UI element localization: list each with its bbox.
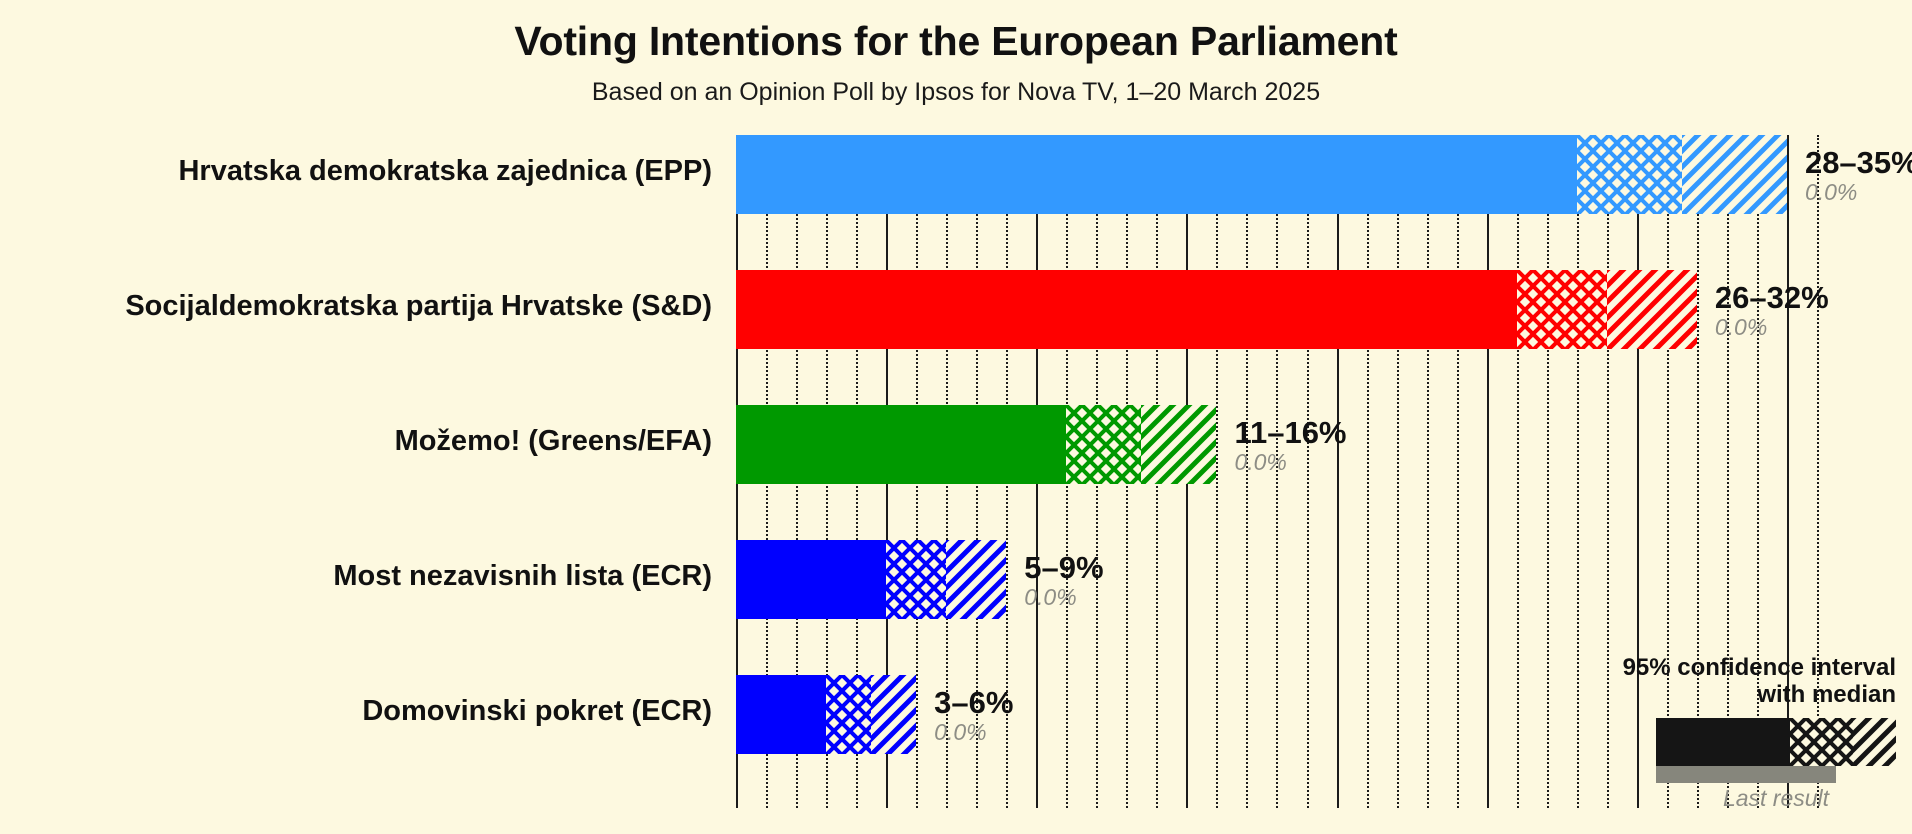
confidence-interval-text: 5–9% [1024,549,1104,585]
last-result-text: 0.0% [1804,178,1858,205]
legend-diagonal-segment [1852,718,1896,766]
legend-sample-bar [1656,718,1896,766]
gridline-minor [1666,135,1669,808]
confidence-interval-bar [736,675,917,754]
value-label-group: 5–9% 0.0% [1024,552,1103,612]
chart-row: Most nezavisnih lista (ECR) 5–9% 0.0% [333,540,1832,619]
crosshatch-segment [1066,405,1142,484]
gridline-minor [1306,135,1309,808]
plot-area: Hrvatska demokratska zajednica (EPP) 28–3… [125,135,1912,808]
legend-title-line1: 95% confidence interval [1622,653,1896,681]
last-result-text: 0.0% [1234,448,1287,475]
gridline-minor [1276,135,1279,808]
chart-row: Možemo! (Greens/EFA) 11–16% 0.0% [395,405,1832,484]
party-label: Hrvatska demokratska zajednica (EPP) [178,154,712,187]
chart-subtitle: Based on an Opinion Poll by Ipsos for No… [591,78,1321,106]
value-label-group: 26–32% 0.0% [1715,282,1829,342]
crosshatch-segment [886,540,947,619]
diagonal-hatch-segment [871,675,917,754]
gridline-minor [1426,135,1429,808]
confidence-interval-text: 26–32% [1714,279,1829,315]
confidence-interval-text: 11–16% [1234,414,1347,450]
gridline-minor [1576,135,1579,808]
crosshatch-segment [1576,135,1682,214]
gridline-minor [1726,135,1729,808]
diagonal-hatch-segment [946,540,1007,619]
gridline-minor [1516,135,1519,808]
crosshatch-segment [826,675,872,754]
crosshatch-segment [1516,270,1607,349]
gridline-minor [1396,135,1399,808]
diagonal-hatch-segment [1141,405,1217,484]
legend-title: 95% confidence interval with median [1596,654,1896,708]
gridline-minor [1696,135,1699,808]
diagonal-hatch-segment [1606,270,1697,349]
gridline-minor [1456,135,1459,808]
value-label-group: 28–35% 0.0% [1805,147,1912,207]
confidence-interval-bar [736,135,1787,214]
gridline-minor [1756,135,1759,808]
party-label: Most nezavisnih lista (ECR) [333,559,712,592]
last-result-text: 0.0% [934,718,987,745]
value-label-group: 3–6% 0.0% [934,687,1013,747]
gridline-major [1636,135,1639,808]
party-label: Možemo! (Greens/EFA) [394,424,712,457]
chart-row: Hrvatska demokratska zajednica (EPP) 28–3… [178,135,1912,214]
legend-crosshatch-segment [1790,718,1853,766]
gridline-major [1486,135,1489,808]
chart-row: Socijaldemokratska partija Hrvatske (S&D… [125,270,1832,349]
confidence-interval-text: 3–6% [934,684,1014,720]
gridline-major [1336,135,1339,808]
confidence-interval-bar [736,270,1697,349]
legend-title-line2: with median [1757,680,1896,708]
gridline-major [1786,135,1789,808]
last-result-text: 0.0% [1024,583,1077,610]
legend-last-result-bar [1656,766,1836,783]
last-result-text: 0.0% [1714,313,1768,340]
legend-last-result-label: Last result [1722,785,1830,811]
confidence-interval-bar [736,540,1007,619]
gridline-minor [1216,135,1219,808]
confidence-interval-text: 28–35% [1804,144,1912,180]
gridline-minor [1606,135,1609,808]
diagonal-hatch-segment [1681,135,1787,214]
gridline-minor [1246,135,1249,808]
chart-row: Domovinski pokret (ECR) 3–6% 0.0% [362,675,1832,754]
gridline-minor [1546,135,1549,808]
page-title: Voting Intentions for the European Parli… [514,18,1398,64]
confidence-interval-bar [736,405,1217,484]
party-label: Domovinski pokret (ECR) [362,694,712,727]
gridline-minor [1816,135,1819,808]
gridline-minor [1366,135,1369,808]
party-label: Socijaldemokratska partija Hrvatske (S&D… [125,289,712,322]
value-label-group: 11–16% 0.0% [1234,417,1346,477]
chart-legend: 95% confidence interval with median Last… [1596,654,1896,812]
